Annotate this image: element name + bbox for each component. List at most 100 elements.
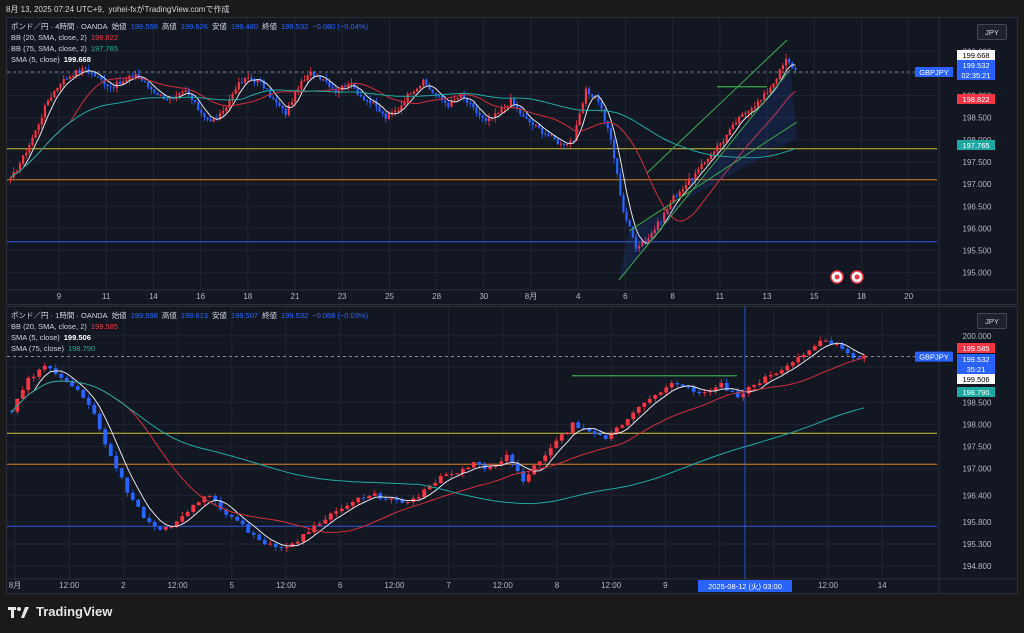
candle — [823, 338, 828, 343]
candle — [328, 511, 333, 523]
candle-body — [566, 143, 569, 146]
candle-body — [450, 100, 453, 107]
indicator-bb75-label[interactable]: BB (75, SMA, close, 2) — [11, 44, 87, 53]
candle-body — [756, 101, 760, 107]
candle-body — [90, 72, 93, 74]
price-plot-1h[interactable]: 200.000199.300198.500198.000197.500197.0… — [7, 307, 1017, 593]
candle — [284, 543, 289, 552]
candle — [339, 504, 344, 514]
candle — [275, 94, 278, 108]
candle — [70, 377, 75, 388]
currency-button[interactable]: JPY — [977, 24, 1007, 40]
candle-body — [387, 113, 391, 119]
candle-body — [614, 427, 619, 433]
candle-body — [636, 406, 641, 413]
candle — [409, 91, 412, 95]
candle — [278, 99, 281, 108]
candle — [597, 93, 600, 106]
indicator-bb20-label[interactable]: BB (20, SMA, close, 2) — [11, 322, 87, 331]
candle-body — [680, 384, 685, 387]
candle — [246, 522, 251, 533]
price-label-bb: 199.585 — [962, 344, 989, 353]
candle-body — [156, 92, 159, 96]
candle — [28, 142, 31, 156]
candle-body — [162, 94, 165, 99]
candle — [728, 127, 731, 137]
candle — [75, 69, 78, 79]
candle — [731, 121, 734, 130]
candle-body — [616, 158, 619, 174]
currency-button[interactable]: JPY — [977, 313, 1007, 329]
candle — [516, 100, 519, 113]
candle-body — [625, 419, 630, 426]
x-tick-label: 13 — [763, 292, 772, 301]
candle — [422, 487, 427, 498]
candle-body — [619, 173, 622, 195]
candle-body — [378, 493, 383, 499]
candle — [81, 65, 84, 77]
price-label-bg-sma5 — [957, 374, 995, 384]
candle-body — [359, 94, 362, 97]
candle — [647, 234, 650, 244]
candle — [565, 432, 570, 436]
candle — [378, 491, 383, 501]
candle — [390, 108, 394, 118]
price-plot-4h[interactable]: 200.000199.500199.000198.500198.000197.5… — [7, 18, 1017, 304]
candle — [225, 105, 228, 114]
candle-body — [823, 340, 828, 342]
x-tick-label: 11 — [716, 292, 725, 301]
candle — [653, 225, 656, 235]
candle-body — [158, 526, 163, 530]
chart-panel-4h[interactable]: ポンド／円 · 4時間 · OANDA 始値 199.559 高値 199.626 … — [6, 17, 1018, 305]
high-label: 高値 — [161, 311, 177, 320]
candle-body — [487, 117, 491, 121]
symbol-title: ポンド／円 · 1時間 · OANDA — [11, 311, 108, 320]
candle-body — [92, 404, 97, 414]
indicator-sma5-label[interactable]: SMA (5, close) — [11, 333, 60, 342]
candle-body — [130, 492, 135, 500]
candle-body — [447, 102, 450, 107]
tradingview-brand[interactable]: TradingView — [8, 604, 112, 619]
candle-body — [730, 390, 735, 392]
candle — [43, 103, 47, 122]
candle — [812, 343, 817, 351]
candle-body — [334, 88, 337, 93]
candle — [663, 208, 666, 225]
indicator-sma75-label[interactable]: SMA (75, close) — [11, 344, 64, 353]
price-label-sma75: 197.765 — [962, 141, 989, 150]
candle — [744, 110, 747, 118]
candle — [375, 97, 378, 112]
candle-body — [481, 115, 484, 119]
event-flag-dot-icon — [854, 274, 860, 280]
candle-body — [785, 365, 790, 371]
chart-panel-1h[interactable]: ポンド／円 · 1時間 · OANDA 始値 199.598 高値 199.613 … — [6, 306, 1018, 594]
candle-body — [686, 386, 691, 388]
candle — [543, 451, 548, 465]
candle-body — [562, 143, 566, 146]
candle — [493, 464, 498, 469]
candle-body — [637, 245, 641, 249]
candle-body — [554, 440, 559, 449]
candle — [550, 134, 553, 137]
indicator-sma5-label[interactable]: SMA (5, close) — [11, 55, 60, 64]
candle-body — [449, 474, 454, 476]
candle — [603, 108, 606, 125]
candle-body — [766, 92, 769, 94]
candle-body — [716, 145, 719, 152]
candle-body — [137, 74, 140, 78]
candle-body — [193, 99, 197, 102]
candle — [450, 97, 453, 108]
x-tick-label: 12:00 — [601, 581, 622, 590]
candle-body — [180, 516, 185, 522]
indicator-bb20-label[interactable]: BB (20, SMA, close, 2) — [11, 33, 87, 42]
candle-body — [68, 76, 72, 79]
candle-body — [394, 110, 397, 113]
candle — [384, 110, 387, 123]
candle — [109, 82, 112, 93]
candle — [515, 459, 520, 475]
candle — [790, 361, 795, 369]
candle-body — [625, 211, 628, 221]
candle-body — [719, 382, 724, 388]
candle — [125, 477, 130, 497]
candle-body — [168, 97, 172, 100]
